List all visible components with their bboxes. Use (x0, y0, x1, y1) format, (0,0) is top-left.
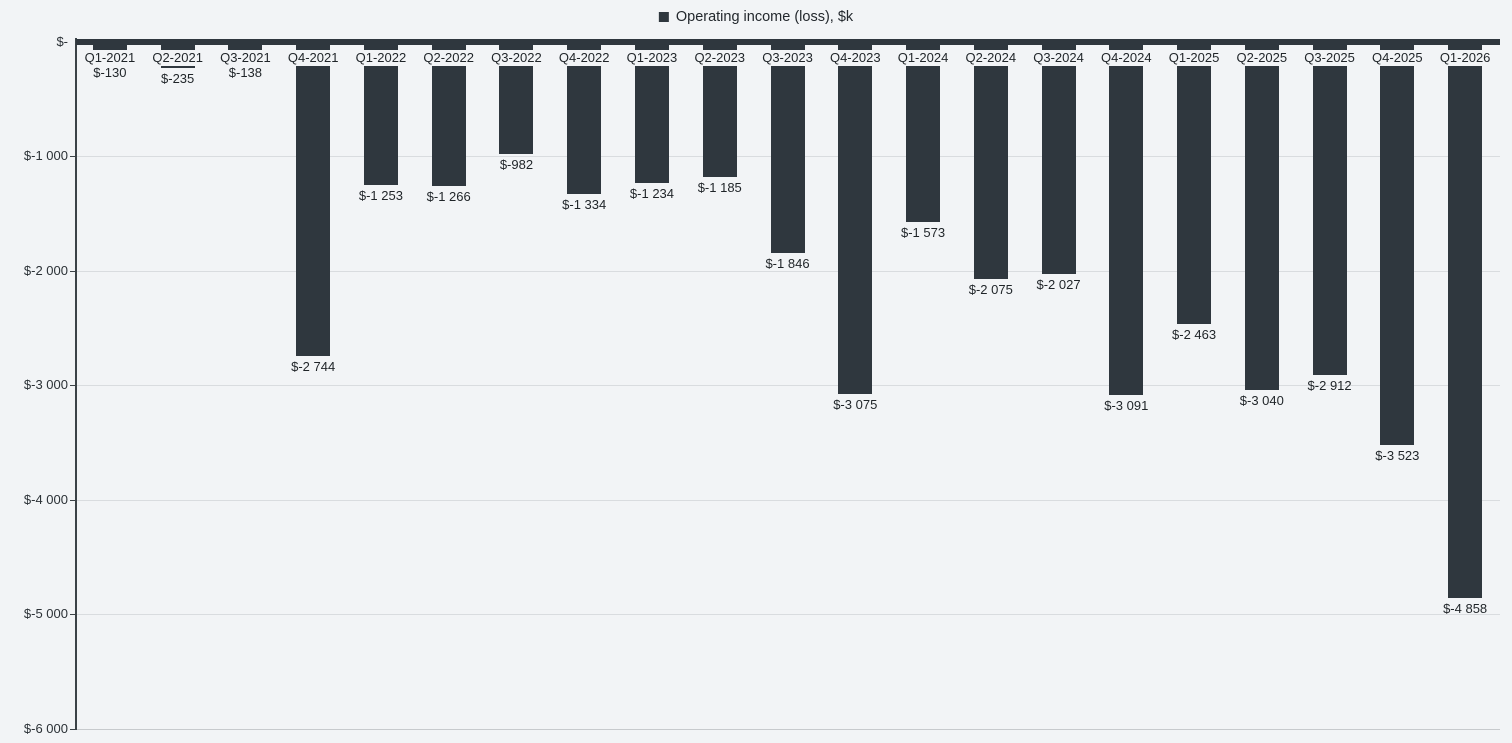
category-label: Q1-2026 (1436, 50, 1494, 66)
data-label: $-1 234 (629, 185, 675, 201)
axis-tick (70, 270, 75, 272)
gridline (76, 385, 1500, 386)
axis-tick (70, 156, 75, 157)
chart-bar (1041, 41, 1076, 274)
gridline (76, 499, 1500, 501)
data-label: $-3 040 (1239, 392, 1284, 408)
data-label: $-3 523 (1375, 447, 1420, 463)
legend: Operating income (loss), $k (658, 9, 854, 25)
category-label: Q2-2021 (149, 50, 206, 66)
category-label: Q1-2023 (623, 50, 681, 66)
category-label: Q3-2022 (488, 50, 545, 66)
category-label: Q2-2022 (420, 50, 477, 66)
y-axis-tick-label: $-5 000 (23, 606, 68, 621)
y-axis-tick-label: $-4 000 (23, 491, 68, 507)
chart-bar (1177, 41, 1212, 324)
data-label: $-2 075 (968, 282, 1013, 298)
gridline (76, 728, 1500, 730)
chart-bar (1244, 41, 1279, 390)
category-label: Q2-2025 (1233, 50, 1291, 66)
chart-bar (838, 41, 873, 394)
chart-bar (973, 41, 1008, 280)
chart-bar (906, 41, 941, 222)
chart-bar (1380, 41, 1415, 445)
category-label: Q1-2021 (81, 50, 139, 66)
category-label: Q3-2021 (217, 50, 274, 66)
category-label: Q4-2021 (284, 50, 342, 66)
category-label: Q1-2024 (894, 50, 952, 66)
axis-tick (70, 499, 75, 501)
axis-tick (70, 385, 75, 386)
chart-bar (567, 41, 602, 195)
data-label: $-235 (161, 71, 195, 87)
axis-tick (70, 728, 75, 730)
data-label: $-3 091 (1104, 398, 1149, 414)
chart-bar (1448, 41, 1483, 598)
chart-bar (1109, 41, 1144, 396)
y-axis-tick-label: $-1 000 (23, 148, 68, 163)
data-label: $-2 027 (1036, 276, 1081, 292)
category-label: Q1-2025 (1165, 50, 1223, 66)
y-axis-tick-label: $-6 000 (23, 720, 68, 736)
data-label: $-3 075 (833, 396, 878, 412)
data-label: $-982 (499, 156, 534, 172)
category-label: Q1-2022 (352, 50, 410, 66)
zero-axis-line (76, 39, 1500, 45)
data-label: $-2 744 (291, 358, 336, 374)
category-label: Q3-2024 (1030, 50, 1087, 66)
data-label: $-1 334 (562, 197, 607, 213)
data-label: $-4 858 (1443, 600, 1488, 616)
axis-tick (70, 614, 75, 615)
data-label: $-130 (93, 65, 127, 80)
category-label: Q4-2023 (826, 50, 884, 66)
chart-bar (770, 41, 805, 253)
category-label: Q3-2025 (1301, 50, 1358, 66)
data-label: $-1 185 (697, 180, 742, 196)
category-label: Q2-2023 (691, 50, 749, 66)
data-label: $-1 253 (358, 187, 403, 203)
gridline (76, 270, 1500, 272)
y-axis-tick-label: $-2 000 (23, 262, 68, 278)
data-label: $-2 912 (1307, 377, 1352, 393)
gridline (76, 614, 1500, 615)
data-label: $-2 463 (1172, 326, 1217, 342)
legend-label: Operating income (loss), $k (675, 9, 854, 25)
y-axis-tick-label: $- (56, 33, 68, 49)
y-axis-tick-label: $-3 000 (23, 377, 68, 392)
category-label: Q4-2024 (1098, 50, 1155, 66)
data-label: $-1 573 (900, 224, 946, 240)
data-label: $-1 266 (426, 189, 471, 205)
category-label: Q2-2024 (962, 50, 1020, 66)
data-label: $-1 846 (765, 255, 810, 271)
chart-bar (1312, 41, 1347, 375)
y-axis-line (75, 38, 77, 730)
category-label: Q4-2025 (1369, 50, 1426, 66)
chart-bar (296, 41, 331, 356)
category-label: Q3-2023 (759, 50, 816, 66)
legend-square-icon (658, 12, 669, 22)
category-label: Q4-2022 (555, 50, 613, 66)
data-label: $-138 (228, 65, 263, 80)
